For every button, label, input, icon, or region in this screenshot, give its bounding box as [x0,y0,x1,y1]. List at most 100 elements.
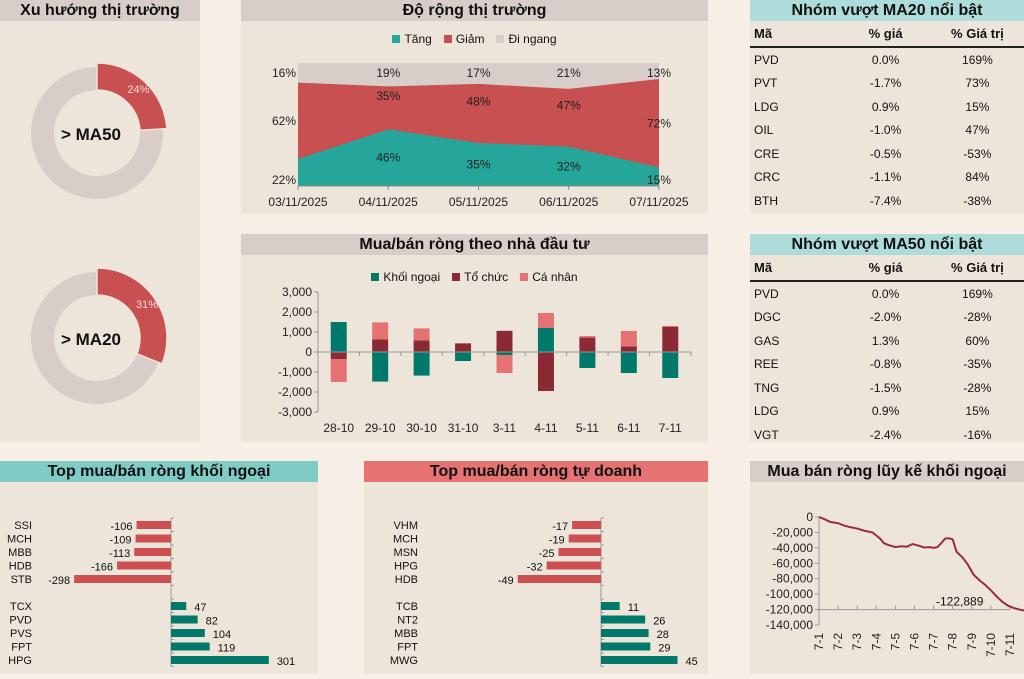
cell-ticker: CRC [754,170,780,185]
cell-pct-price: 0.0% [871,52,900,67]
ticker-label: MCH [393,534,418,546]
cell-pct-price: -1.0% [869,123,902,138]
cell-pct-price: -7.4% [869,193,902,208]
cell-pct-price: 1.3% [871,333,900,348]
ticker-label: TCX [10,601,33,613]
top-foreign-panel: Top mua/bán ròng khối ngoại SSI -106 MCH -1… [0,461,318,674]
x-tick-label: 7-1 [812,633,826,651]
table-row: LDG 0.9% 15% [750,95,1024,119]
x-tick-label: 28-10 [323,421,354,435]
x-tick-label: 3-11 [493,421,516,435]
cell-ticker: PVT [754,76,778,91]
cell-pct-value: 15% [965,404,990,419]
bar-khoi-ngoai [413,352,430,376]
bar-khoi-ngoai [455,352,472,361]
ticker-label: VHM [394,520,418,532]
x-tick-label: 7-5 [888,633,902,651]
value-label: -32 [527,562,543,574]
bar-khoi-ngoai [330,322,347,352]
breadth-panel: Độ rộng thị trường Tăng Giảm Đi ngang 03… [241,0,708,214]
cell-pct-price: -2.4% [869,427,902,442]
buy-bar [171,656,269,664]
ticker-label: HDB [9,561,32,573]
col-header-pct-price: % giá [840,255,931,282]
cell-pct-value: -38% [963,193,992,208]
breadth-legend: Tăng Giảm Đi ngang [241,30,708,48]
cell-ticker: TNG [754,380,780,395]
y-tick-label: 1,000 [282,325,312,339]
x-tick-label: 7-7 [927,633,941,651]
trend-donuts: 24% > MA50 31% > MA20 [31,62,168,404]
bar-ca-nhan [579,336,596,338]
bar-to-chuc [662,327,679,352]
y-tick-label: 2,000 [282,305,312,319]
table-row: LDG 0.9% 15% [750,400,1024,424]
cell-pct-value: 15% [965,99,990,114]
ticker-label: FPT [397,642,418,654]
sell-bar [546,561,601,570]
legend-item-ca-nhan: Cá nhân [520,270,578,284]
legend-swatch-di-ngang [496,35,505,43]
x-tick-label: 7-4 [869,633,883,651]
bar-to-chuc [330,352,347,359]
sell-bar [74,575,171,583]
col-header-pct-value: % Giá trị [930,21,1024,48]
x-tick-label: 7-3 [850,633,864,651]
ticker-label: MCH [7,534,32,546]
bar-khoi-ngoai [579,352,596,368]
donut-value-label: 24% [127,84,149,96]
value-label: 29 [658,643,670,655]
label-di-ngang: 17% [466,66,490,80]
ticker-label: PVD [9,615,32,627]
top-prop-title: Top mua/bán ròng tự doanh [364,461,708,482]
ma20-table: Mã % giá % Giá trị PVD 0.0% 169% PVT -1.7% 73… [750,21,1024,213]
buy-bar [601,656,678,664]
y-tick-label: -80,000 [772,572,813,586]
x-tick-label: 06/11/2025 [539,195,598,209]
x-tick-label: 7-10 [984,633,998,657]
value-label: -19 [549,535,565,547]
buy-bar [601,642,651,651]
cell-ticker: LDG [754,99,779,114]
value-label: -298 [48,575,70,587]
buy-bar [171,642,210,651]
value-label: 47 [194,602,206,614]
x-tick-label: 7-9 [965,633,979,651]
y-tick-label: -100,000 [766,587,814,601]
value-label: -113 [109,548,130,560]
value-label: 119 [218,643,236,655]
value-label: 104 [213,629,231,641]
table-row: CRC -1.1% 84% [750,166,1024,190]
sell-bar [558,548,601,556]
cell-pct-value: -28% [963,310,992,325]
y-tick-label: -1,000 [278,365,312,379]
y-tick-label: -40,000 [772,541,813,555]
sell-bar [135,534,171,543]
bar-to-chuc [455,343,472,352]
table-row: DGC -2.0% -28% [750,306,1024,330]
ticker-label: TCB [396,601,418,613]
value-label: 28 [657,629,669,641]
cell-pct-price: -1.1% [869,170,902,185]
legend-item-giam: Giảm [443,32,484,46]
y-tick-label: -140,000 [766,618,814,632]
cell-ticker: PVD [754,286,779,301]
x-tick-label: 7-6 [908,633,922,651]
value-label: 301 [277,656,295,668]
cell-ticker: CRE [754,146,780,161]
x-tick-label: 4-11 [534,421,557,435]
cell-ticker: GAS [754,333,780,348]
legend-item-khoi-ngoai: Khối ngoại [371,270,440,284]
area-tang [298,129,659,186]
legend-swatch-tang [392,35,401,43]
donut-slice [96,267,168,365]
buy-bar [171,602,187,610]
cell-ticker: LDG [754,404,779,419]
x-tick-label: 29-10 [365,421,396,435]
x-tick-label: 7-11 [1003,633,1017,656]
bar-khoi-ngoai [537,328,554,352]
cell-ticker: VGT [754,427,779,442]
bar-to-chuc [620,346,637,352]
table-row: PVT -1.7% 73% [750,72,1024,96]
top-prop-chart: VHM -17 MCH -19 MSN -25 HPG -32 HDB -49 TCB 11 NT2 26… [390,517,698,668]
